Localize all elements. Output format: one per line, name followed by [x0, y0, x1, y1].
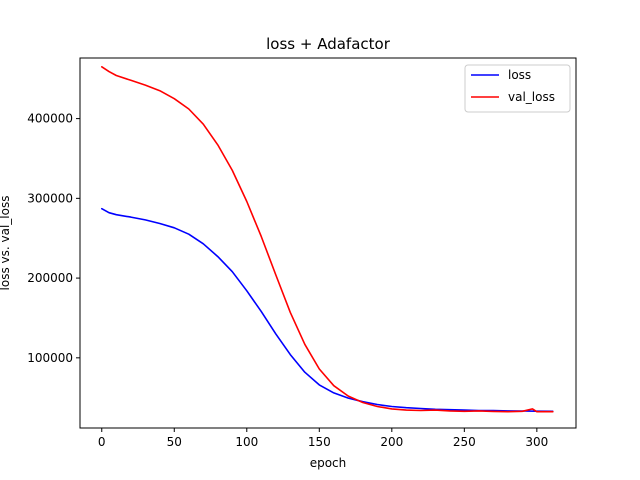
legend-label-val-loss: val_loss [508, 90, 555, 104]
legend-label-loss: loss [508, 68, 531, 82]
y-tick-label: 200000 [27, 271, 73, 285]
y-tick-label: 300000 [27, 191, 73, 205]
y-axis-label: loss vs. val_loss [0, 196, 12, 291]
x-tick-label: 0 [98, 435, 106, 449]
x-axis-label: epoch [310, 456, 347, 470]
legend: loss val_loss [464, 64, 571, 113]
x-tick-label: 100 [235, 435, 258, 449]
y-axis-ticks: 100000 200000 300000 400000 [27, 112, 80, 365]
y-tick-label: 400000 [27, 112, 73, 126]
x-tick-label: 300 [525, 435, 548, 449]
x-tick-label: 200 [380, 435, 403, 449]
plot-frame [79, 57, 577, 429]
legend-items: loss val_loss [471, 68, 555, 104]
x-tick-label: 250 [453, 435, 476, 449]
x-tick-label: 50 [167, 435, 182, 449]
chart-title: loss + Adafactor [266, 35, 391, 53]
x-tick-label: 150 [308, 435, 331, 449]
legend-box [464, 64, 571, 113]
x-axis-ticks: 0 50 100 150 200 250 300 [98, 428, 548, 449]
series-line-val-loss [101, 66, 554, 413]
series-layer [101, 66, 554, 413]
y-tick-label: 100000 [27, 351, 73, 365]
